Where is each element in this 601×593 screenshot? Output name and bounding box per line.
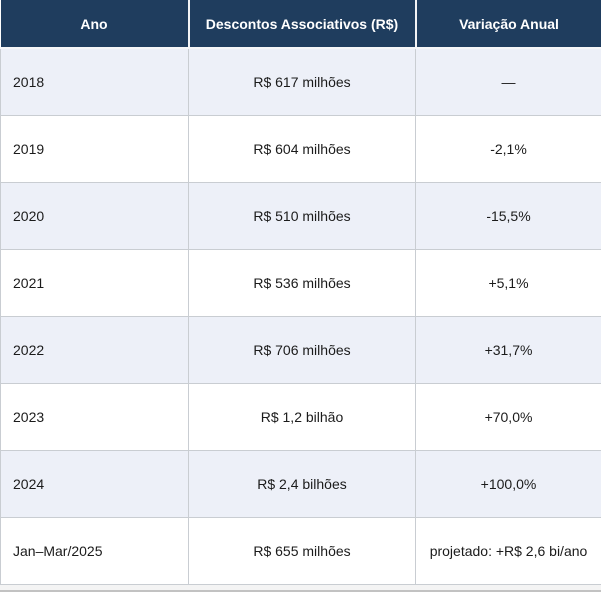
bottom-divider — [0, 584, 601, 592]
cell-variacao: +5,1% — [415, 249, 601, 317]
cell-variacao: projetado: +R$ 2,6 bi/ano — [415, 517, 601, 585]
cell-variacao: -2,1% — [415, 115, 601, 183]
column-header-descontos: Descontos Associativos (R$) — [188, 0, 417, 49]
cell-ano: 2021 — [0, 249, 189, 317]
table-row-2022: 2022 R$ 706 milhões +31,7% — [0, 316, 601, 384]
table-row-2020: 2020 R$ 510 milhões -15,5% — [0, 182, 601, 250]
cell-valor: R$ 655 milhões — [188, 517, 416, 585]
cell-ano: 2022 — [0, 316, 189, 384]
cell-variacao: +100,0% — [415, 450, 601, 518]
cell-valor: R$ 536 milhões — [188, 249, 416, 317]
cell-ano: 2020 — [0, 182, 189, 250]
table-row-jan-mar-2025: Jan–Mar/2025 R$ 655 milhões projetado: +… — [0, 517, 601, 585]
cell-variacao: +31,7% — [415, 316, 601, 384]
cell-ano: 2018 — [0, 48, 189, 116]
column-header-variacao: Variação Anual — [415, 0, 601, 49]
table-row-2019: 2019 R$ 604 milhões -2,1% — [0, 115, 601, 183]
cell-valor: R$ 2,4 bilhões — [188, 450, 416, 518]
cell-ano: 2023 — [0, 383, 189, 451]
cell-valor: R$ 510 milhões — [188, 182, 416, 250]
cell-ano: 2019 — [0, 115, 189, 183]
cell-variacao: +70,0% — [415, 383, 601, 451]
cell-ano: Jan–Mar/2025 — [0, 517, 189, 585]
cell-valor: R$ 1,2 bilhão — [188, 383, 416, 451]
cell-ano: 2024 — [0, 450, 189, 518]
cell-valor: R$ 706 milhões — [188, 316, 416, 384]
column-header-ano: Ano — [0, 0, 190, 49]
cell-variacao: — — [415, 48, 601, 116]
table-row-2021: 2021 R$ 536 milhões +5,1% — [0, 249, 601, 317]
table-row-2023: 2023 R$ 1,2 bilhão +70,0% — [0, 383, 601, 451]
cell-valor: R$ 604 milhões — [188, 115, 416, 183]
table-row-2018: 2018 R$ 617 milhões — — [0, 48, 601, 116]
cell-valor: R$ 617 milhões — [188, 48, 416, 116]
header-row: Ano Descontos Associativos (R$) Variação… — [0, 0, 601, 49]
cell-variacao: -15,5% — [415, 182, 601, 250]
table-row-2024: 2024 R$ 2,4 bilhões +100,0% — [0, 450, 601, 518]
